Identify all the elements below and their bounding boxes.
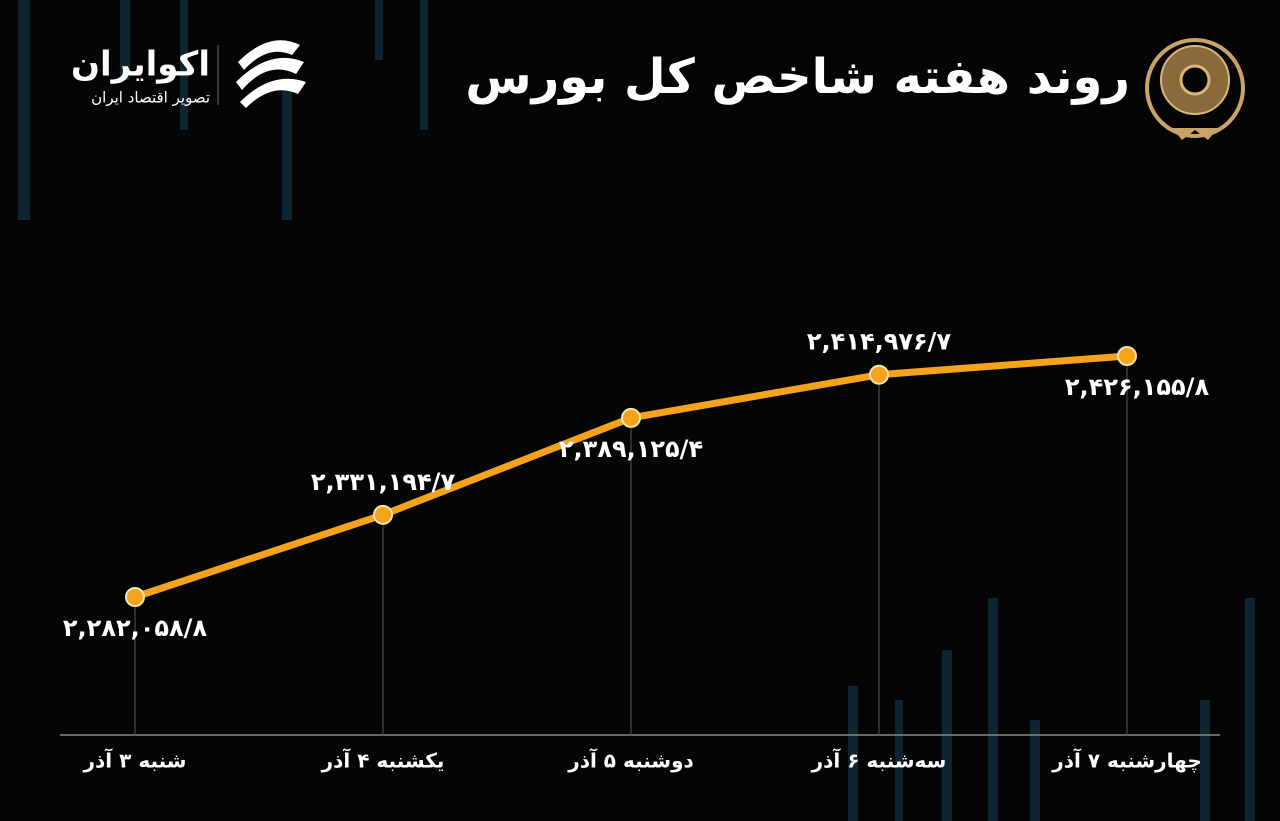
x-tick-label: دوشنبه ۵ آذر <box>567 748 694 773</box>
x-tick-label: یکشنبه ۴ آذر <box>321 748 445 773</box>
x-tick-label: سه‌شنبه ۶ آذر <box>811 748 947 773</box>
value-label: ۲,۲۸۲,۰۵۸/۸ <box>63 614 208 642</box>
brand-tagline: تصویر اقتصاد ایران <box>91 89 210 107</box>
value-label: ۲,۳۸۹,۱۲۵/۴ <box>559 435 703 463</box>
x-tick-label: چهارشنبه ۷ آذر <box>1051 748 1202 774</box>
x-tick-label: شنبه ۳ آذر <box>83 748 187 773</box>
point <box>869 364 889 385</box>
emblem <box>1145 38 1245 140</box>
chart-title: روند هفته شاخص کل بورس <box>465 49 1130 105</box>
point <box>125 587 145 607</box>
point <box>1117 346 1137 366</box>
brand-name: اکوایران <box>71 45 210 85</box>
point <box>373 504 393 525</box>
brand-icon <box>236 40 306 108</box>
value-label: ۲,۴۲۶,۱۵۵/۸ <box>1065 373 1210 401</box>
value-label: ۲,۳۳۱,۱۹۴/۷ <box>311 468 456 496</box>
value-label: ۲,۴۱۴,۹۷۶/۷ <box>807 328 952 356</box>
point <box>621 407 641 428</box>
